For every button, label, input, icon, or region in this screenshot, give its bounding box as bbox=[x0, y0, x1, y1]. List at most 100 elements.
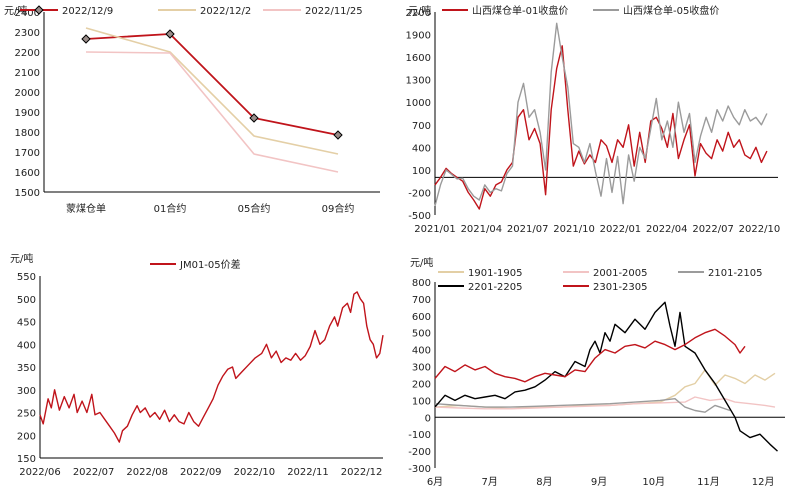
x-tick-label: 2022/07 bbox=[73, 467, 115, 478]
y-tick-label: 1500 bbox=[15, 188, 40, 199]
y-tick-label: -300 bbox=[408, 464, 431, 475]
legend-label: 2022/12/2 bbox=[200, 6, 251, 17]
y-tick-label: 400 bbox=[412, 346, 431, 357]
y-tick-label: 2200 bbox=[15, 48, 40, 59]
legend-label: 山西煤仓单-05收盘价 bbox=[623, 4, 719, 17]
legend-label: 1901-1905 bbox=[468, 268, 523, 279]
y-tick-label: 500 bbox=[17, 295, 36, 306]
y-tick-label: 350 bbox=[17, 363, 36, 374]
x-tick-label: 2022/06 bbox=[19, 467, 61, 478]
y-tick-label: -200 bbox=[408, 188, 431, 199]
y-tick-label: 1900 bbox=[15, 108, 40, 119]
x-tick-label: 9月 bbox=[591, 476, 607, 488]
x-tick-label: 2022/10 bbox=[234, 467, 276, 478]
seasonal-spread-chart: 元/吨 -300 -200 -100 0 100 200 300 400 500 600 700 800… bbox=[408, 256, 785, 488]
y-tick-label: 2200 bbox=[406, 8, 431, 19]
legend-label: 2022/12/9 bbox=[62, 6, 113, 17]
y-tick-label: 250 bbox=[17, 409, 36, 420]
legend-label: 2101-2105 bbox=[708, 268, 763, 279]
x-tick-label: 2022/09 bbox=[180, 467, 222, 478]
data-point-marker bbox=[249, 113, 259, 123]
x-tick-label: 7月 bbox=[482, 476, 498, 488]
y-tick-label: 550 bbox=[17, 272, 36, 283]
y-tick-label: 300 bbox=[412, 363, 431, 374]
data-point-marker bbox=[333, 130, 343, 140]
series-line bbox=[434, 396, 776, 410]
series-line bbox=[39, 291, 384, 443]
x-tick-label: 11月 bbox=[697, 476, 720, 488]
data-point-marker bbox=[81, 34, 91, 44]
y-tick-label: 200 bbox=[412, 379, 431, 390]
legend-label: 山西煤仓单-01收盘价 bbox=[472, 4, 568, 17]
y-tick-label: -100 bbox=[408, 430, 431, 441]
y-tick-label: -200 bbox=[408, 447, 431, 458]
x-tick-label: 6月 bbox=[427, 476, 443, 488]
unit-label: 元/吨 bbox=[410, 256, 433, 269]
series-line bbox=[85, 51, 339, 173]
legend-label: 2001-2005 bbox=[593, 268, 648, 279]
x-tick-label: 2022/01 bbox=[600, 224, 642, 235]
x-tick-label: 2021/10 bbox=[553, 224, 595, 235]
y-tick-label: 500 bbox=[412, 329, 431, 340]
y-tick-label: 150 bbox=[17, 454, 36, 465]
x-tick-label: 01合约 bbox=[154, 202, 187, 215]
spot-vs-futures-chart: 元/吨 1500 1600 1700 1800 1900 2000 2100 2200 2300 2… bbox=[4, 4, 380, 215]
y-tick-label: 400 bbox=[412, 143, 431, 154]
y-tick-label: 1600 bbox=[15, 168, 40, 179]
x-tick-label: 2021/04 bbox=[461, 224, 503, 235]
series-line bbox=[434, 397, 731, 413]
x-tick-label: 2021/01 bbox=[414, 224, 456, 235]
y-tick-label: -500 bbox=[408, 211, 431, 222]
y-tick-label: 1300 bbox=[406, 76, 431, 87]
y-tick-label: 2300 bbox=[15, 28, 40, 39]
unit-label: 元/吨 bbox=[408, 4, 431, 17]
x-tick-label: 2022/07 bbox=[692, 224, 734, 235]
shanxi-coal-basis-chart: 元/吨 -500 -200 100 400 700 1000 1300 1600 1900 2200… bbox=[406, 4, 781, 235]
x-tick-label: 2022/04 bbox=[646, 224, 688, 235]
legend-label: 2301-2305 bbox=[593, 282, 648, 293]
series-line bbox=[85, 27, 339, 155]
x-tick-label: 蒙煤仓单 bbox=[66, 202, 106, 215]
y-tick-label: 100 bbox=[412, 166, 431, 177]
y-tick-label: 1000 bbox=[406, 98, 431, 109]
x-tick-label: 2022/10 bbox=[739, 224, 781, 235]
y-tick-label: 300 bbox=[17, 386, 36, 397]
y-tick-label: 800 bbox=[412, 278, 431, 289]
legend-label: 2022/11/25 bbox=[305, 6, 363, 17]
y-tick-label: 600 bbox=[412, 312, 431, 323]
series-line bbox=[434, 301, 778, 452]
y-tick-label: 700 bbox=[412, 121, 431, 132]
x-tick-label: 2022/08 bbox=[126, 467, 168, 478]
y-tick-label: 700 bbox=[412, 295, 431, 306]
x-tick-label: 2022/12 bbox=[341, 467, 383, 478]
y-tick-label: 2400 bbox=[15, 8, 40, 19]
y-tick-label: 1600 bbox=[406, 53, 431, 64]
jm01-05-spread-chart: 元/吨 150 200 250 300 350 400 450 500 550 2022/06 202… bbox=[10, 252, 384, 478]
y-tick-label: 450 bbox=[17, 318, 36, 329]
legend-label: 2201-2205 bbox=[468, 282, 523, 293]
x-tick-label: 2021/07 bbox=[507, 224, 549, 235]
unit-label: 元/吨 bbox=[4, 4, 27, 17]
y-tick-label: 1800 bbox=[15, 128, 40, 139]
unit-label: 元/吨 bbox=[10, 252, 33, 265]
x-tick-label: 10月 bbox=[642, 476, 665, 488]
y-tick-label: 2000 bbox=[15, 88, 40, 99]
series-line bbox=[85, 33, 339, 136]
legend-label: JM01-05价差 bbox=[179, 258, 241, 271]
series-line bbox=[434, 369, 776, 410]
y-tick-label: 400 bbox=[17, 340, 36, 351]
y-tick-label: 1900 bbox=[406, 31, 431, 42]
series-line bbox=[434, 328, 746, 383]
x-tick-label: 12月 bbox=[752, 476, 775, 488]
x-tick-label: 8月 bbox=[536, 476, 552, 488]
x-tick-label: 2022/11 bbox=[287, 467, 329, 478]
series-line bbox=[434, 22, 768, 207]
x-tick-label: 09合约 bbox=[322, 202, 355, 215]
x-tick-label: 05合约 bbox=[238, 202, 271, 215]
y-tick-label: 1700 bbox=[15, 148, 40, 159]
series-line bbox=[434, 45, 768, 210]
y-tick-label: 0 bbox=[425, 413, 431, 424]
y-tick-label: 2100 bbox=[15, 68, 40, 79]
y-tick-label: 100 bbox=[412, 396, 431, 407]
data-point-marker bbox=[165, 29, 175, 39]
